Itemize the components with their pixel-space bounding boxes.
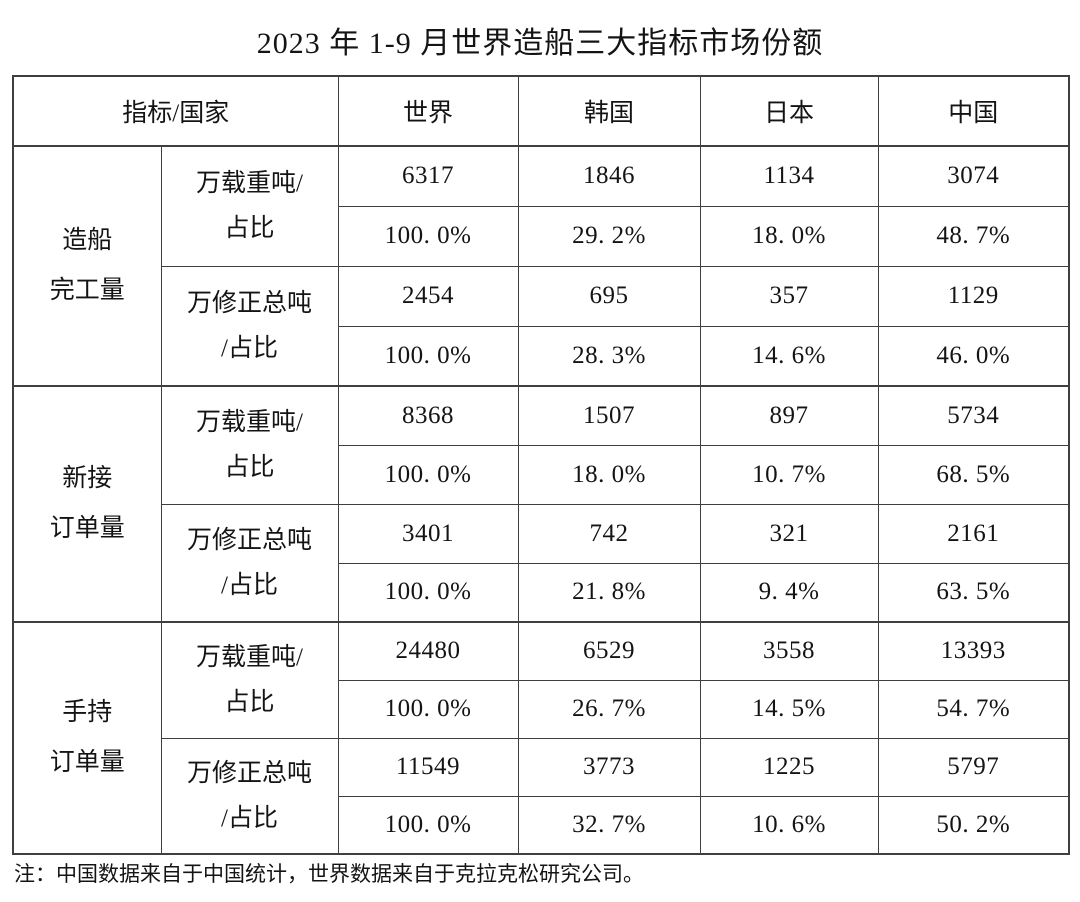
corner-header-cell: 指标/国家 bbox=[12, 75, 339, 147]
category-cell-new-orders: 新接 订单量 bbox=[12, 385, 162, 623]
share-cell: 9. 4% bbox=[699, 562, 879, 623]
value-cell: 3401 bbox=[337, 503, 519, 564]
table-row: 造船 完工量 万载重吨/ 占比 6317 1846 1134 3074 bbox=[12, 145, 1070, 387]
share-cell: 32. 7% bbox=[517, 795, 701, 855]
share-cell: 28. 3% bbox=[517, 325, 701, 387]
category-cell-completions: 造船 完工量 bbox=[12, 145, 162, 387]
value-cell: 2161 bbox=[877, 503, 1070, 564]
shipbuilding-indicators-table: 指标/国家 世界 韩国 日本 中国 造船 完工量 万载重吨/ 占比 6317 1… bbox=[12, 75, 1070, 855]
value-cell: 321 bbox=[699, 503, 879, 564]
value-cell: 5734 bbox=[877, 385, 1070, 446]
value-cell: 1129 bbox=[877, 265, 1070, 327]
table-row: 100. 0% 26. 7% 14. 5% 54. 7% bbox=[13, 679, 1070, 739]
table-header-row: 指标/国家 世界 韩国 日本 中国 bbox=[12, 75, 1070, 147]
table-row: 新接 订单量 万载重吨/ 占比 8368 1507 897 5734 bbox=[12, 385, 1070, 623]
value-cell: 6529 bbox=[517, 621, 701, 681]
metric-label-cell: 万载重吨/ 占比 bbox=[160, 621, 339, 739]
share-cell: 21. 8% bbox=[517, 562, 701, 623]
table-row: 手持 订单量 万载重吨/ 占比 24480 6529 3558 13393 bbox=[12, 621, 1070, 855]
source-note: 注：中国数据来自于中国统计，世界数据来自于克拉克松研究公司。 bbox=[14, 862, 644, 886]
table-row: 万修正总吨 /占比 3401 742 321 2161 bbox=[13, 503, 1070, 623]
share-cell: 14. 5% bbox=[699, 679, 879, 739]
value-cell: 2454 bbox=[337, 265, 519, 327]
share-cell: 48. 7% bbox=[877, 205, 1070, 267]
page-title: 2023 年 1-9 月世界造船三大指标市场份额 bbox=[256, 27, 824, 60]
metric-label-cell: 万修正总吨 /占比 bbox=[160, 503, 339, 623]
table-row: 万修正总吨 /占比 2454 695 357 1129 bbox=[13, 265, 1070, 387]
share-cell: 63. 5% bbox=[877, 562, 1070, 623]
value-cell: 695 bbox=[517, 265, 701, 327]
value-cell: 6317 bbox=[337, 145, 519, 207]
table-row: 100. 0% 32. 7% 10. 6% 50. 2% bbox=[13, 795, 1070, 855]
value-cell: 11549 bbox=[337, 737, 519, 797]
share-cell: 14. 6% bbox=[699, 325, 879, 387]
value-cell: 357 bbox=[699, 265, 879, 327]
column-header-korea: 韩国 bbox=[517, 75, 701, 147]
column-header-japan: 日本 bbox=[699, 75, 879, 147]
share-cell: 100. 0% bbox=[337, 325, 519, 387]
table-row: 万修正总吨 /占比 11549 3773 1225 5797 bbox=[13, 737, 1070, 855]
column-header-world: 世界 bbox=[337, 75, 519, 147]
value-cell: 13393 bbox=[877, 621, 1070, 681]
share-cell: 100. 0% bbox=[337, 679, 519, 739]
share-cell: 54. 7% bbox=[877, 679, 1070, 739]
value-cell: 5797 bbox=[877, 737, 1070, 797]
share-cell: 10. 7% bbox=[699, 444, 879, 505]
share-cell: 68. 5% bbox=[877, 444, 1070, 505]
share-cell: 29. 2% bbox=[517, 205, 701, 267]
category-cell-order-book: 手持 订单量 bbox=[12, 621, 162, 855]
metric-label-cell: 万载重吨/ 占比 bbox=[160, 385, 339, 505]
share-cell: 18. 0% bbox=[699, 205, 879, 267]
share-cell: 100. 0% bbox=[337, 795, 519, 855]
value-cell: 1846 bbox=[517, 145, 701, 207]
value-cell: 742 bbox=[517, 503, 701, 564]
column-header-china: 中国 bbox=[877, 75, 1070, 147]
value-cell: 24480 bbox=[337, 621, 519, 681]
value-cell: 3074 bbox=[877, 145, 1070, 207]
share-cell: 100. 0% bbox=[337, 562, 519, 623]
metric-label-cell: 万修正总吨 /占比 bbox=[160, 265, 339, 387]
share-cell: 26. 7% bbox=[517, 679, 701, 739]
value-cell: 3773 bbox=[517, 737, 701, 797]
table-row: 100. 0% 18. 0% 10. 7% 68. 5% bbox=[13, 444, 1070, 505]
value-cell: 1507 bbox=[517, 385, 701, 446]
table-row: 100. 0% 21. 8% 9. 4% 63. 5% bbox=[13, 562, 1070, 623]
value-cell: 1134 bbox=[699, 145, 879, 207]
share-cell: 100. 0% bbox=[337, 205, 519, 267]
share-cell: 18. 0% bbox=[517, 444, 701, 505]
share-cell: 50. 2% bbox=[877, 795, 1070, 855]
value-cell: 8368 bbox=[337, 385, 519, 446]
metric-label-cell: 万修正总吨 /占比 bbox=[160, 737, 339, 855]
value-cell: 1225 bbox=[699, 737, 879, 797]
share-cell: 100. 0% bbox=[337, 444, 519, 505]
table-row: 100. 0% 28. 3% 14. 6% 46. 0% bbox=[13, 325, 1070, 387]
share-cell: 10. 6% bbox=[699, 795, 879, 855]
share-cell: 46. 0% bbox=[877, 325, 1070, 387]
metric-label-cell: 万载重吨/ 占比 bbox=[160, 145, 339, 267]
value-cell: 3558 bbox=[699, 621, 879, 681]
value-cell: 897 bbox=[699, 385, 879, 446]
